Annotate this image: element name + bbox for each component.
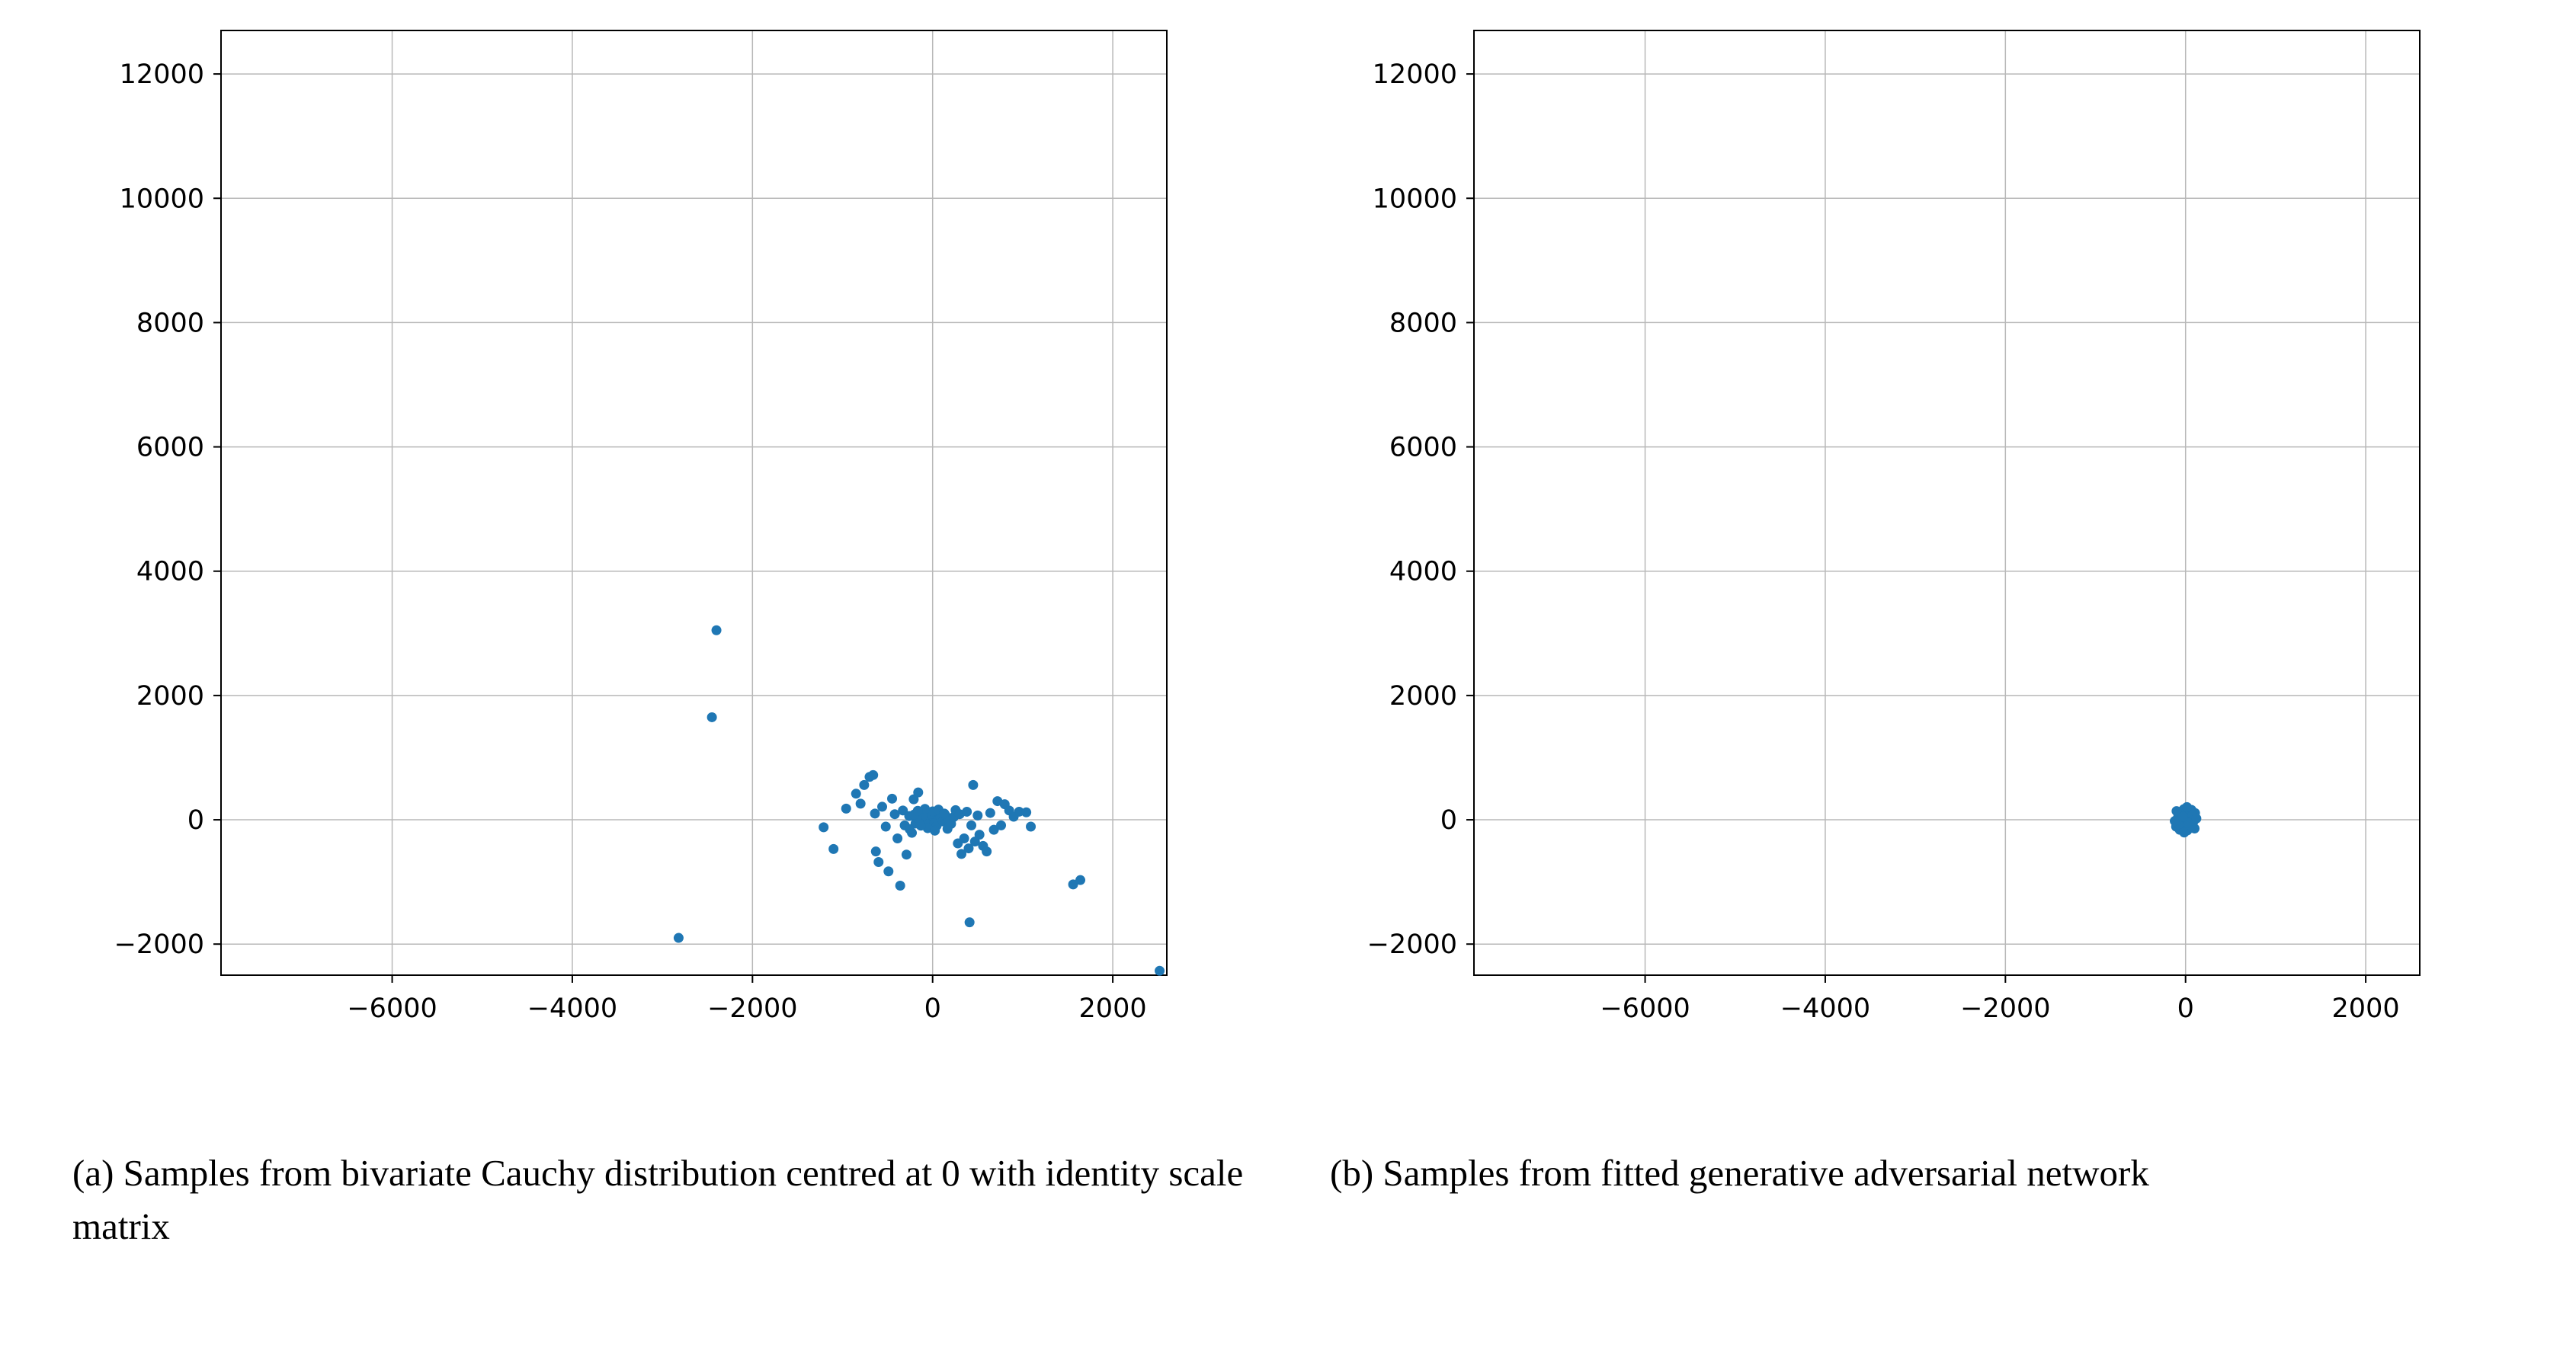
y-tick-label: 8000 (1389, 308, 1457, 338)
y-tick-label: 2000 (1389, 681, 1457, 712)
x-tick-label: −6000 (347, 993, 437, 1024)
y-tick-label: 0 (187, 805, 204, 836)
x-axis-tick-labels: −6000 −4000 −2000 0 2000 (1600, 993, 2399, 1024)
x-tick-label: 0 (2177, 993, 2194, 1024)
x-tick-label: −4000 (527, 993, 617, 1024)
y-tick-label: −2000 (114, 929, 204, 960)
axis-tick-marks (1466, 73, 2367, 983)
axis-tick-marks (213, 73, 1114, 983)
y-tick-label: 6000 (136, 433, 204, 463)
scatter-plot-gan-samples: −6000 −4000 −2000 0 2000 −2000 0 2000 4000 6000 80… (1367, 30, 2421, 1024)
x-tick-label: −2000 (707, 993, 797, 1024)
scatter-points (2170, 801, 2202, 838)
gridlines (221, 30, 1167, 975)
y-axis-tick-labels: −2000 0 2000 4000 6000 8000 10000 12000 (1367, 59, 1457, 960)
y-tick-label: 4000 (136, 557, 204, 587)
y-tick-label: 8000 (136, 308, 204, 338)
y-tick-label: 6000 (1389, 433, 1457, 463)
x-tick-label: −2000 (1960, 993, 2050, 1024)
gridlines (1474, 30, 2420, 975)
y-tick-label: −2000 (1367, 929, 1457, 960)
y-axis-tick-labels: −2000 0 2000 4000 6000 8000 10000 12000 (114, 59, 204, 960)
y-tick-label: 4000 (1389, 557, 1457, 587)
plot-frame (1473, 30, 2421, 976)
y-tick-label: 10000 (1373, 184, 1457, 214)
scatter-points (673, 625, 1165, 976)
y-tick-label: 0 (1440, 805, 1457, 836)
y-tick-label: 10000 (120, 184, 204, 214)
plot-frame (220, 30, 1168, 976)
x-axis-tick-labels: −6000 −4000 −2000 0 2000 (347, 993, 1146, 1024)
y-tick-label: 2000 (136, 681, 204, 712)
caption-subfigure-a: (a) Samples from bivariate Cauchy distri… (72, 1152, 1244, 1247)
scatter-plot-cauchy-samples: −6000 −4000 −2000 0 2000 −2000 0 2000 4000 6000 80… (114, 30, 1168, 1024)
x-tick-label: 2000 (1079, 993, 1147, 1024)
y-tick-label: 12000 (1373, 59, 1457, 90)
x-tick-label: −4000 (1780, 993, 1870, 1024)
x-tick-label: 2000 (2332, 993, 2400, 1024)
x-tick-label: −6000 (1600, 993, 1690, 1024)
caption-subfigure-b: (b) Samples from fitted generative adver… (1330, 1152, 2149, 1194)
y-tick-label: 12000 (120, 59, 204, 90)
x-tick-label: 0 (924, 993, 941, 1024)
